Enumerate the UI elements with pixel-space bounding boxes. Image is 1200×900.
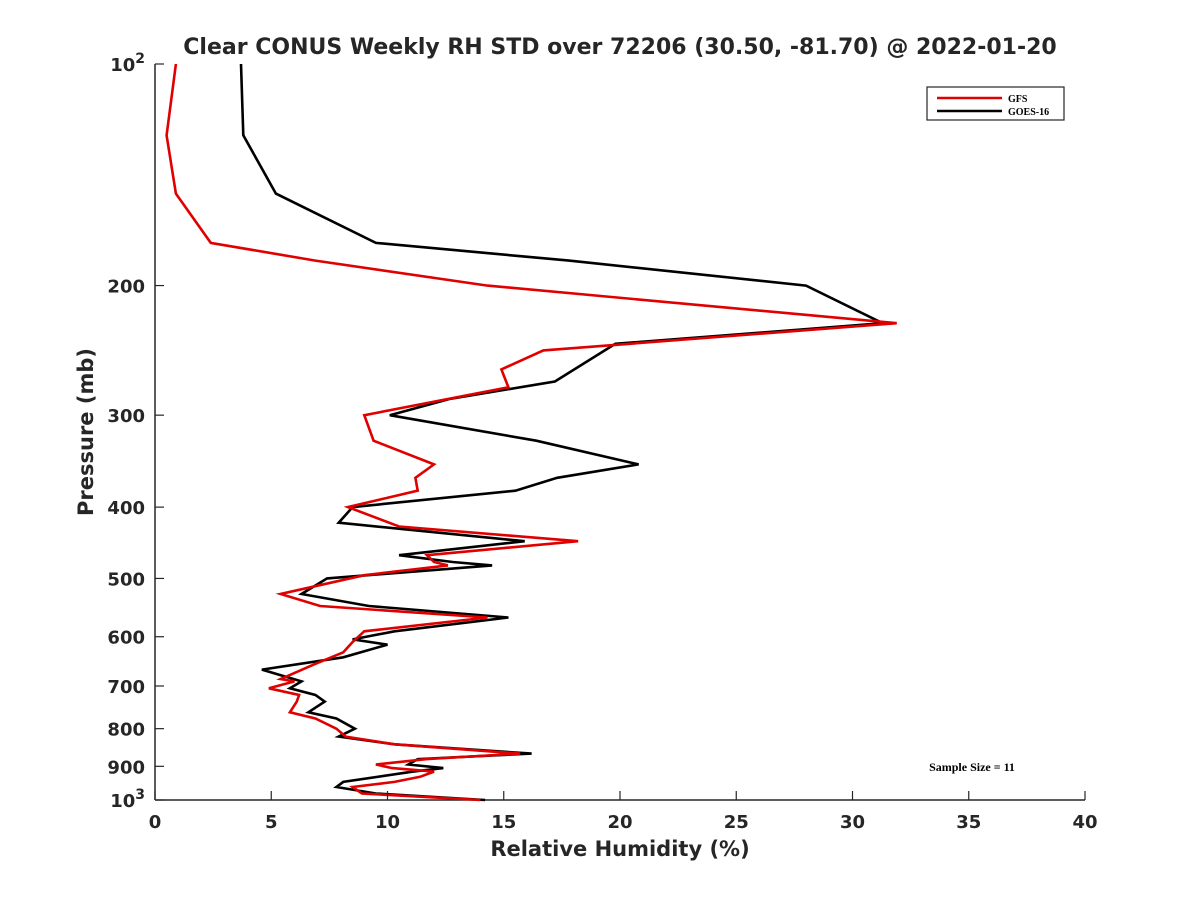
y-tick-label: 102: [110, 51, 145, 76]
y-tick-label: 900: [107, 757, 145, 778]
x-axis-label: Relative Humidity (%): [490, 837, 749, 861]
y-tick-label: 300: [107, 406, 145, 427]
legend-label: GFS: [1008, 94, 1028, 105]
x-tick-label: 35: [956, 812, 981, 833]
x-tick-label: 30: [840, 812, 865, 833]
x-tick-label: 5: [265, 812, 278, 833]
y-axis-ticks: 102 200 300 400 500 600 700 800 900 103: [107, 51, 164, 812]
y-tick-label: 400: [107, 498, 145, 519]
x-tick-label: 20: [607, 812, 632, 833]
x-tick-label: 10: [375, 812, 400, 833]
x-tick-label: 15: [491, 812, 516, 833]
y-tick-label: 700: [107, 677, 145, 698]
sample-size-annotation: Sample Size = 11: [929, 760, 1015, 774]
legend: GFS GOES-16: [926, 86, 1065, 121]
y-tick-label: 200: [107, 277, 145, 298]
series-line-gfs: [165, 63, 897, 802]
series-layer: [165, 63, 897, 802]
y-tick-label: 103: [110, 787, 145, 812]
y-tick-label: 500: [107, 569, 145, 590]
x-axis-ticks: 0 5 10 15 20 25 30 35 40: [149, 791, 1098, 833]
y-tick-label: 600: [107, 628, 145, 649]
x-tick-label: 0: [149, 812, 162, 833]
chart-title: Clear CONUS Weekly RH STD over 72206 (30…: [183, 35, 1056, 60]
legend-label: GOES-16: [1008, 107, 1049, 118]
y-tick-label: 800: [107, 720, 145, 741]
y-axis-label: Pressure (mb): [74, 348, 98, 516]
series-line-goes-16: [239, 63, 888, 802]
x-tick-label: 40: [1072, 812, 1097, 833]
x-tick-label: 25: [724, 812, 749, 833]
